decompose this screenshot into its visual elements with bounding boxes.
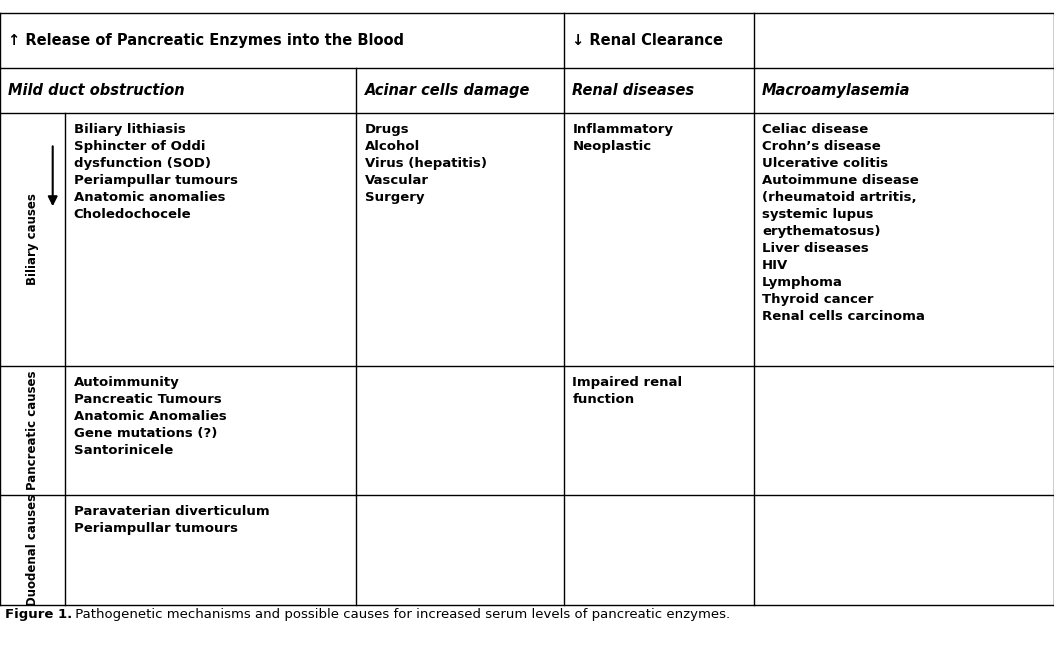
Text: Pancreatic causes: Pancreatic causes — [26, 371, 39, 490]
Text: Inflammatory
Neoplastic: Inflammatory Neoplastic — [572, 124, 674, 153]
Text: Biliary lithiasis
Sphincter of Oddi
dysfunction (SOD)
Periampullar tumours
Anato: Biliary lithiasis Sphincter of Oddi dysf… — [74, 124, 238, 221]
Text: Figure 1.: Figure 1. — [5, 608, 73, 621]
Text: Pathogenetic mechanisms and possible causes for increased serum levels of pancre: Pathogenetic mechanisms and possible cau… — [71, 608, 729, 621]
Text: Biliary causes: Biliary causes — [26, 193, 39, 285]
Text: ↑ Release of Pancreatic Enzymes into the Blood: ↑ Release of Pancreatic Enzymes into the… — [8, 33, 405, 48]
Text: ↓ Renal Clearance: ↓ Renal Clearance — [572, 33, 723, 48]
Text: Impaired renal
function: Impaired renal function — [572, 376, 682, 406]
Text: Drugs
Alcohol
Virus (hepatitis)
Vascular
Surgery: Drugs Alcohol Virus (hepatitis) Vascular… — [365, 124, 487, 204]
Text: Celiac disease
Crohn’s disease
Ulcerative colitis
Autoimmune disease
(rheumatoid: Celiac disease Crohn’s disease Ulcerativ… — [762, 124, 925, 324]
Text: Acinar cells damage: Acinar cells damage — [365, 83, 530, 98]
Text: Autoimmunity
Pancreatic Tumours
Anatomic Anomalies
Gene mutations (?)
Santorinic: Autoimmunity Pancreatic Tumours Anatomic… — [74, 376, 227, 457]
Text: Mild duct obstruction: Mild duct obstruction — [8, 83, 186, 98]
Text: Macroamylasemia: Macroamylasemia — [762, 83, 911, 98]
Text: Duodenal causes: Duodenal causes — [26, 494, 39, 606]
Text: Paravaterian diverticulum
Periampullar tumours: Paravaterian diverticulum Periampullar t… — [74, 505, 270, 535]
Text: Renal diseases: Renal diseases — [572, 83, 695, 98]
